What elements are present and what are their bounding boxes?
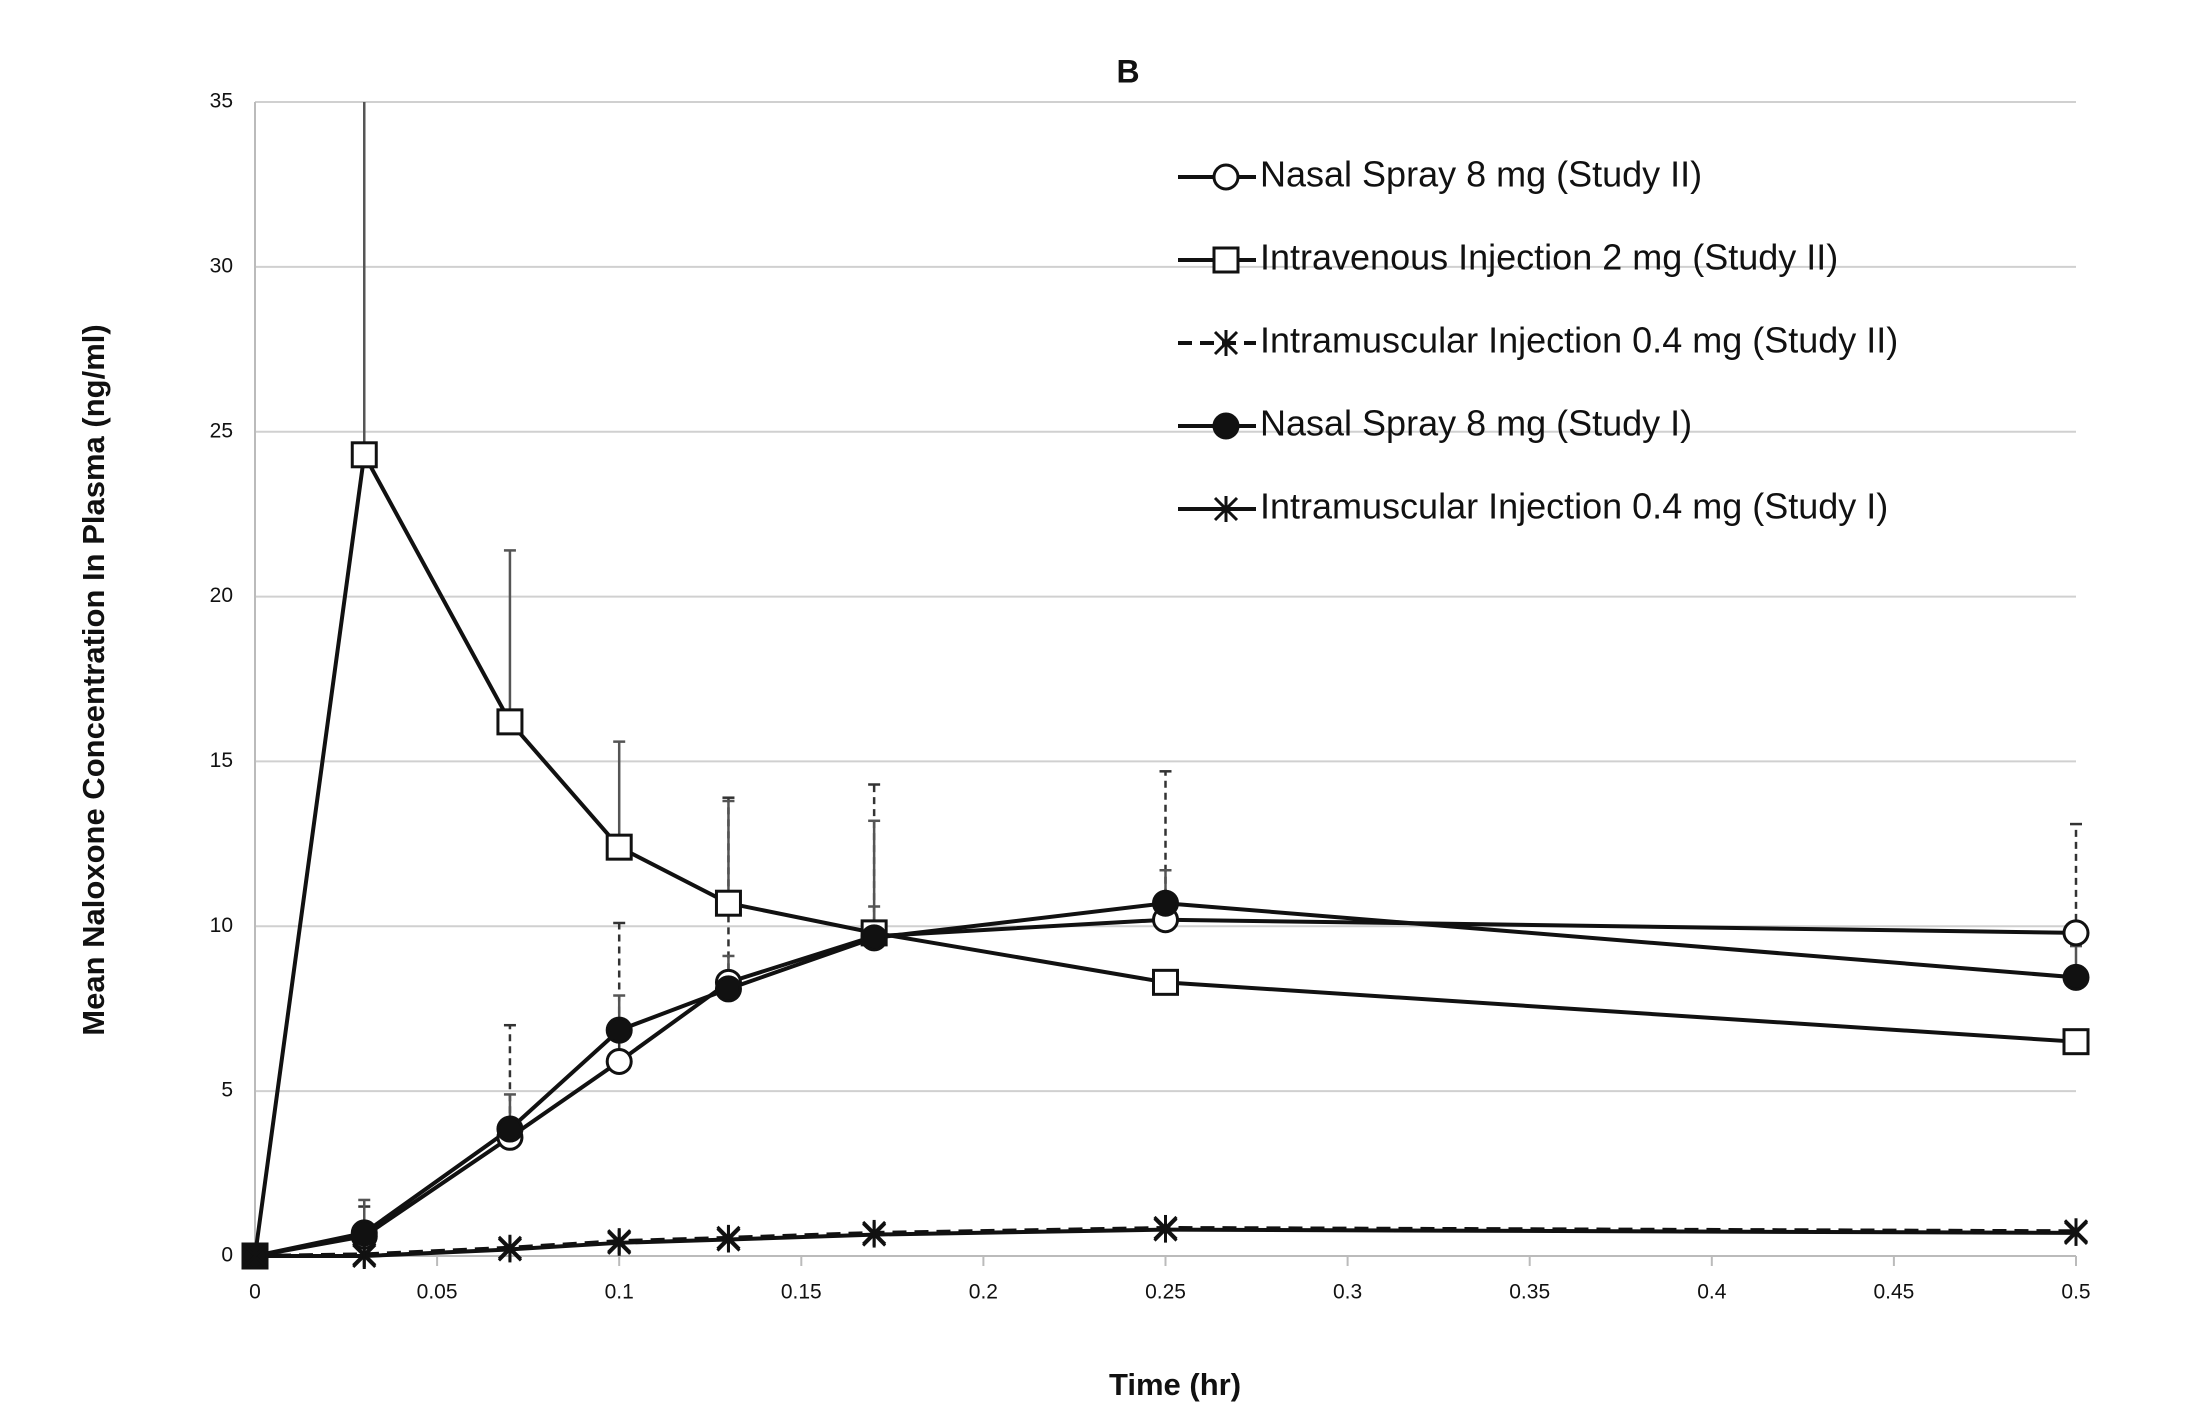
marker-shape: [496, 1115, 524, 1143]
marker-shape: [1152, 889, 1179, 917]
error-bar: [722, 799, 735, 904]
x-tick-label: 0.5: [2061, 1281, 2090, 1304]
marker: [605, 1016, 633, 1044]
error-bar: [722, 796, 735, 983]
marker-shape: [714, 975, 742, 1003]
y-axis-label: Mean Naloxone Concentration In Plasma (n…: [76, 324, 111, 1035]
legend-entry: Nasal Spray 8 mg (Study II): [1178, 154, 1702, 195]
y-tick-label: 0: [221, 1244, 233, 1267]
marker-shape: [1212, 163, 1240, 191]
marker-shape: [605, 1016, 633, 1044]
marker: [1212, 163, 1240, 191]
legend-label: Nasal Spray 8 mg (Study II): [1260, 154, 1702, 195]
marker: [242, 1243, 268, 1269]
marker: [2062, 963, 2090, 991]
x-tick-label: 0.05: [417, 1281, 458, 1304]
marker: [1153, 1216, 1178, 1243]
y-tick-label: 35: [210, 90, 233, 113]
y-tick-label: 30: [210, 254, 233, 277]
marker-shape: [350, 1219, 378, 1247]
x-tick-label: 0.1: [605, 1281, 634, 1304]
marker: [352, 1243, 377, 1269]
x-axis-label: Time (hr): [1109, 1367, 1241, 1402]
marker: [2063, 1219, 2089, 1246]
x-tick-label: 0.15: [781, 1281, 822, 1304]
marker: [350, 1219, 378, 1247]
x-tick-label: 0.25: [1145, 1281, 1186, 1304]
marker-shape: [605, 833, 633, 861]
marker: [1152, 889, 1179, 917]
y-tick-label: 5: [221, 1079, 233, 1102]
marker-shape: [2062, 963, 2090, 991]
error-bar: [503, 549, 516, 722]
x-tick-label: 0: [249, 1281, 261, 1304]
marker-shape: [2062, 1028, 2090, 1056]
marker-shape: [1212, 246, 1240, 274]
marker: [714, 975, 742, 1003]
marker-shape: [860, 924, 888, 952]
y-tick-label: 10: [210, 914, 233, 937]
marker-shape: [714, 889, 742, 917]
x-tick-label: 0.35: [1509, 1281, 1550, 1304]
error-bar: [613, 921, 626, 1062]
marker: [496, 1115, 524, 1143]
y-tick-label: 25: [210, 419, 233, 442]
legend-entry: Intravenous Injection 2 mg (Study II): [1178, 237, 1838, 278]
marker: [1212, 246, 1240, 274]
y-tick-label: 20: [210, 584, 233, 607]
marker: [2062, 919, 2090, 947]
marker-shape: [2062, 919, 2090, 947]
legend-label: Intravenous Injection 2 mg (Study II): [1260, 237, 1838, 278]
legend-entry: Intramuscular Injection 0.4 mg (Study II…: [1178, 320, 1898, 361]
marker: [2062, 1028, 2090, 1056]
legend-label: Nasal Spray 8 mg (Study I): [1260, 403, 1692, 444]
legend-entry: Nasal Spray 8 mg (Study I): [1178, 403, 1692, 444]
marker: [350, 441, 378, 469]
series-line: [253, 448, 2077, 1257]
legend-label: Intramuscular Injection 0.4 mg (Study II…: [1260, 320, 1898, 361]
x-tick-label: 0.2: [969, 1281, 998, 1304]
marker: [862, 1221, 887, 1248]
legend-label: Intramuscular Injection 0.4 mg (Study I): [1260, 486, 1888, 527]
marker: [607, 1229, 632, 1256]
marker: [605, 1047, 633, 1075]
marker: [1212, 412, 1240, 440]
error-bar: [613, 740, 626, 848]
marker: [605, 833, 633, 861]
marker-shape: [1212, 412, 1240, 440]
series-line: [254, 901, 2077, 1258]
marker-shape: [1152, 968, 1179, 996]
marker-shape: [605, 1047, 633, 1075]
chart-title: B: [1116, 53, 1139, 89]
x-tick-label: 0.45: [1873, 1281, 1914, 1304]
marker-shape: [496, 708, 524, 736]
marker: [1152, 968, 1179, 996]
marker: [714, 889, 742, 917]
legend-entry: Intramuscular Injection 0.4 mg (Study I): [1178, 486, 1888, 527]
marker: [496, 708, 524, 736]
x-tick-label: 0.4: [1697, 1281, 1727, 1304]
x-tick-label: 0.3: [1333, 1281, 1362, 1304]
series-line: [255, 1227, 2077, 1258]
series-line: [254, 917, 2077, 1258]
marker: [1213, 330, 1239, 356]
marker: [1213, 496, 1239, 522]
y-tick-label: 15: [210, 749, 233, 772]
marker: [860, 924, 888, 952]
error-bar: [363, 102, 366, 455]
marker-shape: [350, 441, 378, 469]
marker: [716, 1226, 741, 1253]
marker: [497, 1236, 523, 1263]
error-bar: [2070, 822, 2082, 933]
